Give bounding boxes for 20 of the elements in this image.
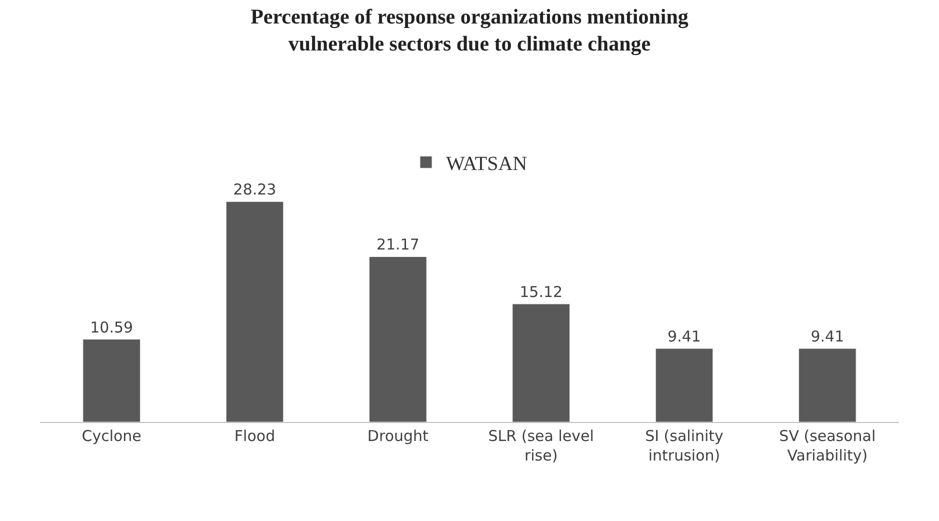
data-label: 15.12: [520, 282, 563, 301]
bar: [82, 339, 140, 422]
legend-label: WATSAN: [446, 152, 528, 175]
bar: [226, 201, 284, 422]
x-tick-label: SV (seasonal Variability): [779, 427, 876, 464]
x-tick-label: Drought: [367, 427, 429, 445]
x-tick-label: SI (salinity intrusion): [645, 427, 724, 464]
bar: [798, 348, 856, 422]
data-label: 28.23: [233, 180, 276, 199]
data-label: 21.17: [376, 236, 420, 254]
x-tick-label: SLR (sea level rise): [488, 427, 594, 464]
x-tick-label: Cyclone: [82, 427, 142, 445]
data-label: 9.41: [668, 328, 701, 346]
bar: [369, 256, 427, 422]
bar: [512, 304, 570, 422]
data-label: 9.41: [810, 328, 844, 346]
chart-title: Percentage of response organizations mentioning vulnerable sectors due to climate change: [250, 4, 689, 56]
bar: [655, 348, 714, 422]
x-tick-label: Flood: [234, 427, 276, 445]
data-label: 10.59: [90, 318, 134, 336]
